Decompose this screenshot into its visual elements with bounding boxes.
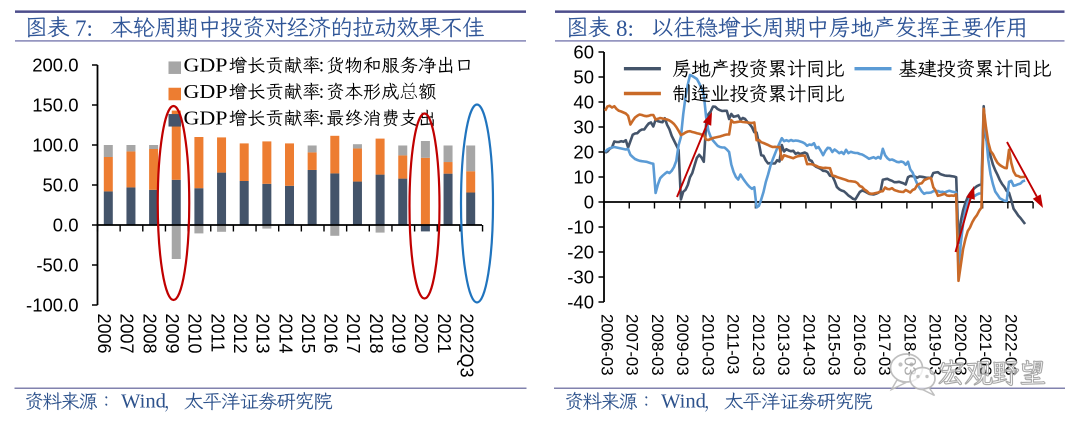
svg-text:2017: 2017 <box>343 314 363 354</box>
svg-text:2019-03: 2019-03 <box>926 314 945 376</box>
svg-text:2011-03: 2011-03 <box>724 314 743 374</box>
svg-text:2010-03: 2010-03 <box>698 314 717 376</box>
svg-text:2007: 2007 <box>117 314 137 354</box>
svg-text:2015-03: 2015-03 <box>825 314 844 376</box>
svg-text:100.0: 100.0 <box>32 135 78 156</box>
svg-text:2019: 2019 <box>389 314 409 354</box>
svg-text:2009-03: 2009-03 <box>673 314 692 376</box>
svg-text:-20: -20 <box>567 242 594 263</box>
svg-text:0: 0 <box>584 192 594 213</box>
svg-text:2013: 2013 <box>253 314 273 354</box>
svg-text::: : <box>319 108 324 129</box>
svg-text:50: 50 <box>573 67 594 88</box>
svg-text:2022Q3: 2022Q3 <box>456 314 476 378</box>
svg-text:-40: -40 <box>567 292 594 313</box>
svg-text:2014-03: 2014-03 <box>799 314 818 376</box>
svg-text:20: 20 <box>573 142 594 163</box>
svg-text:2006-03: 2006-03 <box>597 314 616 376</box>
svg-text:2020-03: 2020-03 <box>951 314 970 376</box>
svg-text:30: 30 <box>573 117 594 138</box>
svg-text:200.0: 200.0 <box>32 55 78 76</box>
svg-text:2014: 2014 <box>275 314 295 354</box>
svg-text:2018: 2018 <box>366 314 386 354</box>
svg-text:7:: 7: <box>75 16 93 41</box>
svg-text:60: 60 <box>573 42 594 63</box>
svg-text:2009: 2009 <box>162 314 182 354</box>
svg-text:2011: 2011 <box>207 314 227 353</box>
svg-text:2007-03: 2007-03 <box>623 314 642 376</box>
svg-text:150.0: 150.0 <box>32 95 78 116</box>
svg-text:2010: 2010 <box>185 314 205 354</box>
svg-text:GDP: GDP <box>184 108 228 129</box>
svg-text:GDP: GDP <box>184 82 228 103</box>
svg-text:2016: 2016 <box>321 314 341 354</box>
svg-text::: : <box>319 56 324 77</box>
svg-text:2016-03: 2016-03 <box>850 314 869 376</box>
svg-text:2020: 2020 <box>411 314 431 354</box>
svg-text:Wind: Wind <box>661 391 706 413</box>
svg-text:Wind: Wind <box>121 391 166 413</box>
svg-text:2017-03: 2017-03 <box>875 314 894 376</box>
svg-text:2022-03: 2022-03 <box>1001 314 1020 376</box>
svg-text:-30: -30 <box>567 267 594 288</box>
svg-text:GDP: GDP <box>184 56 228 77</box>
svg-text:0.0: 0.0 <box>53 215 79 236</box>
svg-text:2021: 2021 <box>434 314 454 354</box>
svg-text:2012-03: 2012-03 <box>749 314 768 376</box>
svg-text:2021-03: 2021-03 <box>976 314 995 376</box>
svg-text:2013-03: 2013-03 <box>774 314 793 376</box>
svg-text:2008: 2008 <box>139 314 159 354</box>
svg-text:2006: 2006 <box>94 314 114 354</box>
svg-text:50.0: 50.0 <box>42 175 78 196</box>
svg-text:2008-03: 2008-03 <box>648 314 667 376</box>
svg-text:-10: -10 <box>567 217 594 238</box>
svg-text:10: 10 <box>573 167 594 188</box>
svg-text::: : <box>319 82 324 103</box>
svg-text:2012: 2012 <box>230 314 250 354</box>
svg-text:-50.0: -50.0 <box>36 255 78 276</box>
svg-text:40: 40 <box>573 92 594 113</box>
svg-text:-100.0: -100.0 <box>26 295 78 316</box>
svg-text:8:: 8: <box>616 16 634 41</box>
svg-text:2015: 2015 <box>298 314 318 354</box>
